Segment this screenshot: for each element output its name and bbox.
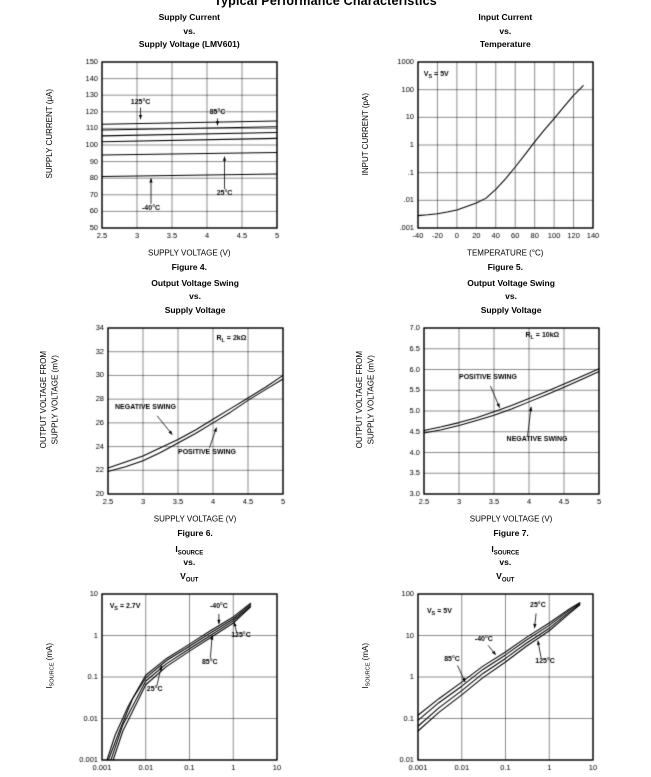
figure-4-x-axis-label: SUPPLY VOLTAGE (V) — [148, 248, 231, 258]
figure-7-title: Output Voltage Swing vs. Supply Voltage — [467, 277, 555, 316]
figure-7-main: Output Voltage Swing vs. Supply Voltage … — [379, 277, 612, 538]
figure-9-main: ISOURCE vs. VOUT OUTPUT VOLTAGE REFERENC… — [373, 543, 606, 777]
figure-9-y-axis-label: ISOURCE (mA) — [361, 642, 372, 689]
figure-4-plot — [57, 56, 290, 249]
figure-6-y-axis-label: OUTPUT VOLTAGE FROM SUPPLY VOLTAGE (mV) — [39, 350, 60, 449]
figure-8-title: ISOURCE vs. VOUT — [175, 543, 204, 584]
figure-6-title: Output Voltage Swing vs. Supply Voltage — [151, 277, 239, 316]
figure-8-plot — [57, 587, 290, 777]
page-header-title: Typical Performance Characteristics — [214, 0, 437, 8]
figure-4-caption: Figure 4. — [171, 261, 207, 272]
figure-7-x-axis-label: SUPPLY VOLTAGE (V) — [469, 514, 553, 524]
figure-8-y-axis-label: ISOURCE (mA) — [45, 642, 56, 689]
figure-5-caption: Figure 5. — [487, 261, 523, 272]
figure-5-plot — [373, 56, 606, 249]
figure-6-main: Output Voltage Swing vs. Supply Voltage … — [63, 277, 296, 538]
figure-4-title: Supply Current vs. Supply Voltage (LMV60… — [138, 12, 240, 50]
figure-9-title: ISOURCE vs. VOUT — [491, 543, 520, 584]
figure-5-chart: INPUT CURRENT (pA) Input Current vs. Tem… — [361, 12, 606, 272]
figure-6-plot — [63, 321, 296, 514]
figure-8-chart: ISOURCE (mA) ISOURCE vs. VOUT OUTPUT VOL… — [45, 544, 290, 777]
figure-4-y-axis-label: SUPPLY CURRENT (μA) — [45, 89, 55, 179]
figure-6-chart: OUTPUT VOLTAGE FROM SUPPLY VOLTAGE (mV) … — [39, 277, 296, 538]
figure-7-chart: OUTPUT VOLTAGE FROM SUPPLY VOLTAGE (mV) … — [355, 277, 612, 538]
figure-9-plot — [373, 587, 606, 777]
page-header: Typical Performance Characteristics — [0, 0, 651, 10]
figure-4-main: Supply Current vs. Supply Voltage (LMV60… — [57, 12, 290, 272]
figure-7-plot — [379, 321, 612, 514]
charts-grid: SUPPLY CURRENT (μA) Supply Current vs. S… — [10, 12, 642, 777]
figure-6-x-axis-label: SUPPLY VOLTAGE (V) — [153, 514, 237, 524]
figure-8-main: ISOURCE vs. VOUT OUTPUT VOLTAGE REFERENC… — [57, 543, 290, 777]
figure-6-caption: Figure 6. — [177, 527, 213, 538]
figure-4-chart: SUPPLY CURRENT (μA) Supply Current vs. S… — [45, 12, 290, 272]
figure-7-caption: Figure 7. — [493, 527, 529, 538]
figure-5-y-axis-label: INPUT CURRENT (pA) — [361, 92, 371, 176]
figure-5-title: Input Current vs. Temperature — [478, 12, 533, 50]
figure-5-main: Input Current vs. Temperature TEMPERATUR… — [373, 12, 606, 272]
figure-9-chart: ISOURCE (mA) ISOURCE vs. VOUT OUTPUT VOL… — [361, 544, 606, 777]
figure-5-x-axis-label: TEMPERATURE (°C) — [467, 248, 544, 258]
figure-7-y-axis-label: OUTPUT VOLTAGE FROM SUPPLY VOLTAGE (mV) — [355, 350, 376, 449]
